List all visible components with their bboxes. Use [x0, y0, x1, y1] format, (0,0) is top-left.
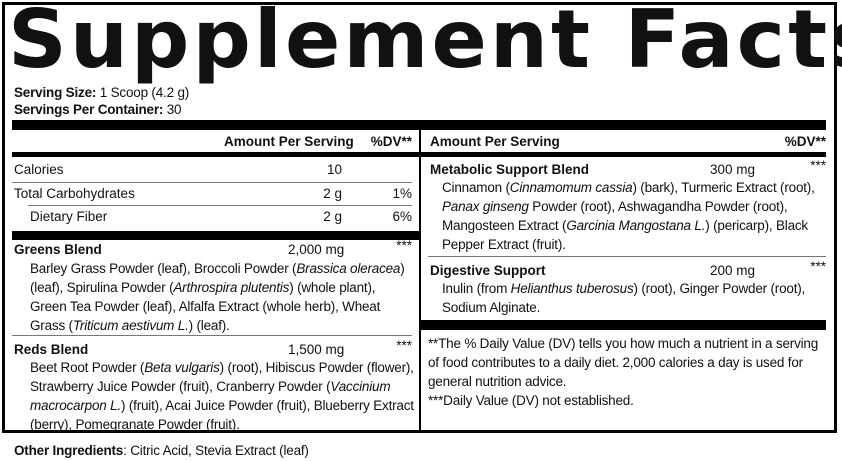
other-ingredients-label: Other Ingredients [14, 443, 124, 458]
ingredient-text: ) (bark), Turmeric Extract (root), [632, 180, 815, 195]
ingredient-latin: Vaccinium macrocarpon L. [30, 379, 391, 413]
serving-size-value: 1 Scoop (4.2 g) [96, 85, 190, 100]
servings-value: 30 [163, 102, 182, 117]
row-divider [428, 256, 826, 257]
ingredient-latin: Garcinia Mangostana L. [566, 218, 706, 233]
blend-ingredients: Inulin (from Helianthus tuberosus) (root… [442, 279, 826, 317]
ingredient-text: Cinnamon ( [442, 180, 510, 195]
ingredient-text: ) (leaf), Spirulina Powder ( [30, 261, 405, 295]
ingredient-text: Beet Root Powder ( [30, 360, 145, 375]
blend-dv: *** [396, 238, 412, 253]
blend-name: Reds Blend [14, 342, 89, 357]
ingredient-latin: Cinnamomum cassia [509, 180, 633, 195]
header-divider [12, 152, 419, 157]
ingredient-text: ) (root), Hibiscus Powder (flower), Stra… [30, 360, 414, 394]
ingredient-text: ) (root), Ginger Powder (root), Sodium A… [442, 281, 806, 315]
nutrient-amount: 2 g [323, 186, 342, 201]
serving-size-label: Serving Size: [14, 85, 97, 100]
thick-divider [12, 120, 826, 130]
ingredient-latin: Arthrospira plutentis [173, 280, 290, 295]
left-header-amount: Amount Per Serving [224, 134, 354, 149]
thick-divider [12, 231, 419, 240]
ingredient-text: ) (pericarp), Black Pepper Extract (frui… [442, 218, 808, 252]
nutrient-amount: 10 [326, 162, 342, 177]
nutrient-name: Calories [14, 162, 64, 177]
not-established-footnote: ***Daily Value (DV) not established. [428, 393, 634, 408]
blend-ingredients: Barley Grass Powder (leaf), Broccoli Pow… [30, 259, 414, 335]
blend-name: Metabolic Support Blend [430, 162, 590, 177]
blend-name: Digestive Support [430, 263, 546, 278]
blend-name: Greens Blend [14, 242, 102, 257]
blend-ingredients: Cinnamon (Cinnamomum cassia) (bark), Tur… [442, 178, 826, 254]
blend-ingredients: Beet Root Powder (Beta vulgaris) (root),… [30, 358, 416, 434]
blend-amount: 300 mg [710, 162, 756, 177]
header-divider [421, 152, 826, 157]
blend-amount: 200 mg [710, 263, 756, 278]
ingredient-latin: Panax ginseng [442, 199, 529, 214]
serving-size: Serving Size: 1 Scoop (4.2 g) [14, 83, 189, 102]
servings-per-container: Servings Per Container: 30 [14, 100, 182, 119]
blend-amount: 1,500 mg [288, 342, 345, 357]
nutrient-name: Dietary Fiber [30, 209, 108, 224]
other-ingredients-value: : Citric Acid, Stevia Extract (leaf) [123, 443, 309, 458]
panel-title: Supplement Facts [8, 0, 842, 86]
right-header-dv: %DV** [784, 134, 826, 149]
row-divider [28, 205, 412, 206]
ingredient-text: ) (fruit), Acai Juice Powder (fruit), Bl… [30, 398, 414, 432]
other-ingredients: Other Ingredients: Citric Acid, Stevia E… [14, 441, 309, 460]
blend-dv: *** [810, 259, 826, 274]
row-divider [12, 182, 412, 183]
left-header-dv: %DV** [370, 134, 412, 149]
daily-value-footnote: **The % Daily Value (DV) tells you how m… [428, 336, 819, 389]
nutrient-amount: 2 g [323, 209, 342, 224]
right-header-amount: Amount Per Serving [430, 134, 560, 149]
nutrient-dv: 6% [392, 209, 412, 224]
ingredient-text: Powder (root), Ashwagandha Powder (root)… [442, 199, 788, 233]
row-divider [12, 335, 412, 336]
servings-label: Servings Per Container: [14, 102, 164, 117]
ingredient-text: Inulin (from [442, 281, 511, 296]
nutrient-name: Total Carbohydrates [14, 186, 135, 201]
ingredient-text: ) (leaf). [188, 318, 230, 333]
ingredient-latin: Triticum aestivum L. [72, 318, 189, 333]
column-divider [419, 130, 421, 433]
ingredient-latin: Helianthus tuberosus [510, 281, 634, 296]
blend-amount: 2,000 mg [288, 242, 345, 257]
ingredient-latin: Brassica oleracea [296, 261, 401, 276]
thick-divider [421, 320, 826, 330]
blend-dv: *** [810, 158, 826, 173]
blend-dv: *** [396, 338, 412, 353]
ingredient-text: ) (whole plant), Green Tea Powder (leaf)… [30, 280, 381, 333]
nutrient-dv: 1% [392, 186, 412, 201]
ingredient-latin: Beta vulgaris [144, 360, 220, 375]
ingredient-text: Barley Grass Powder (leaf), Broccoli Pow… [30, 261, 297, 276]
